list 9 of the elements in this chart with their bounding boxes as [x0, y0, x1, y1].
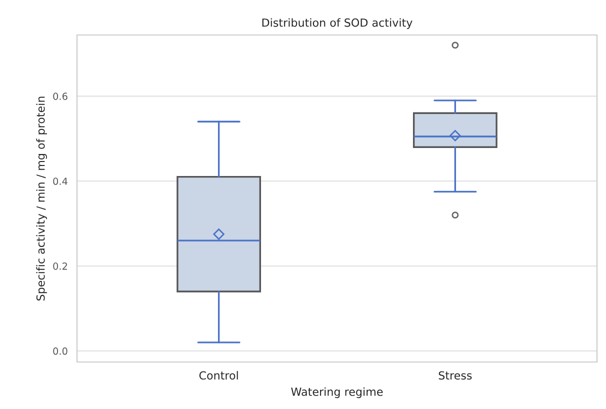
x-tick-label: Stress	[438, 371, 472, 380]
chart-title: Distribution of SOD activity	[262, 18, 412, 29]
y-tick-label: 0.0	[53, 347, 68, 355]
y-tick-label: 0.6	[53, 92, 68, 100]
y-tick-label: 0.4	[53, 178, 68, 185]
x-tick-label: Control	[199, 371, 238, 380]
x-axis-title: Watering regime	[291, 387, 383, 398]
y-axis-title: Specific activity / min / mg of protein	[36, 96, 47, 300]
y-tick-label: 0.2	[53, 262, 67, 270]
